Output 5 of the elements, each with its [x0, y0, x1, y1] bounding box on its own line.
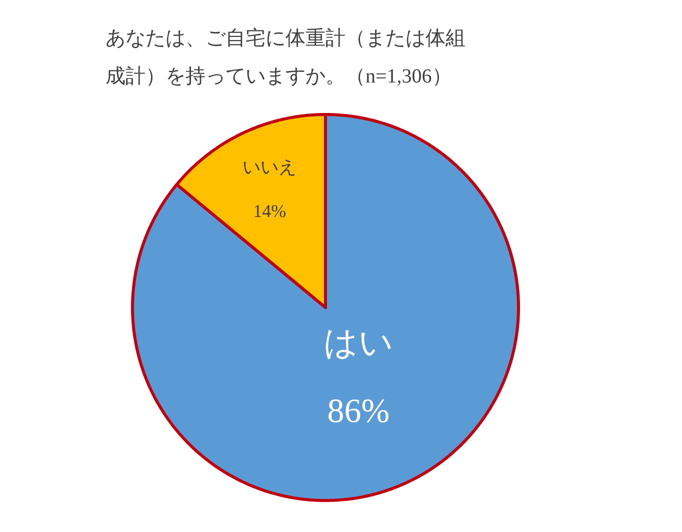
slice-label: いいえ	[242, 156, 297, 177]
slice-label: はい	[323, 324, 394, 362]
data-label: 86%	[327, 392, 390, 430]
chart-title: あなたは、ご自宅に体重計（または体組成計）を持っていますか。（n=1,306）	[106, 26, 466, 88]
data-label: 14%	[253, 200, 286, 221]
